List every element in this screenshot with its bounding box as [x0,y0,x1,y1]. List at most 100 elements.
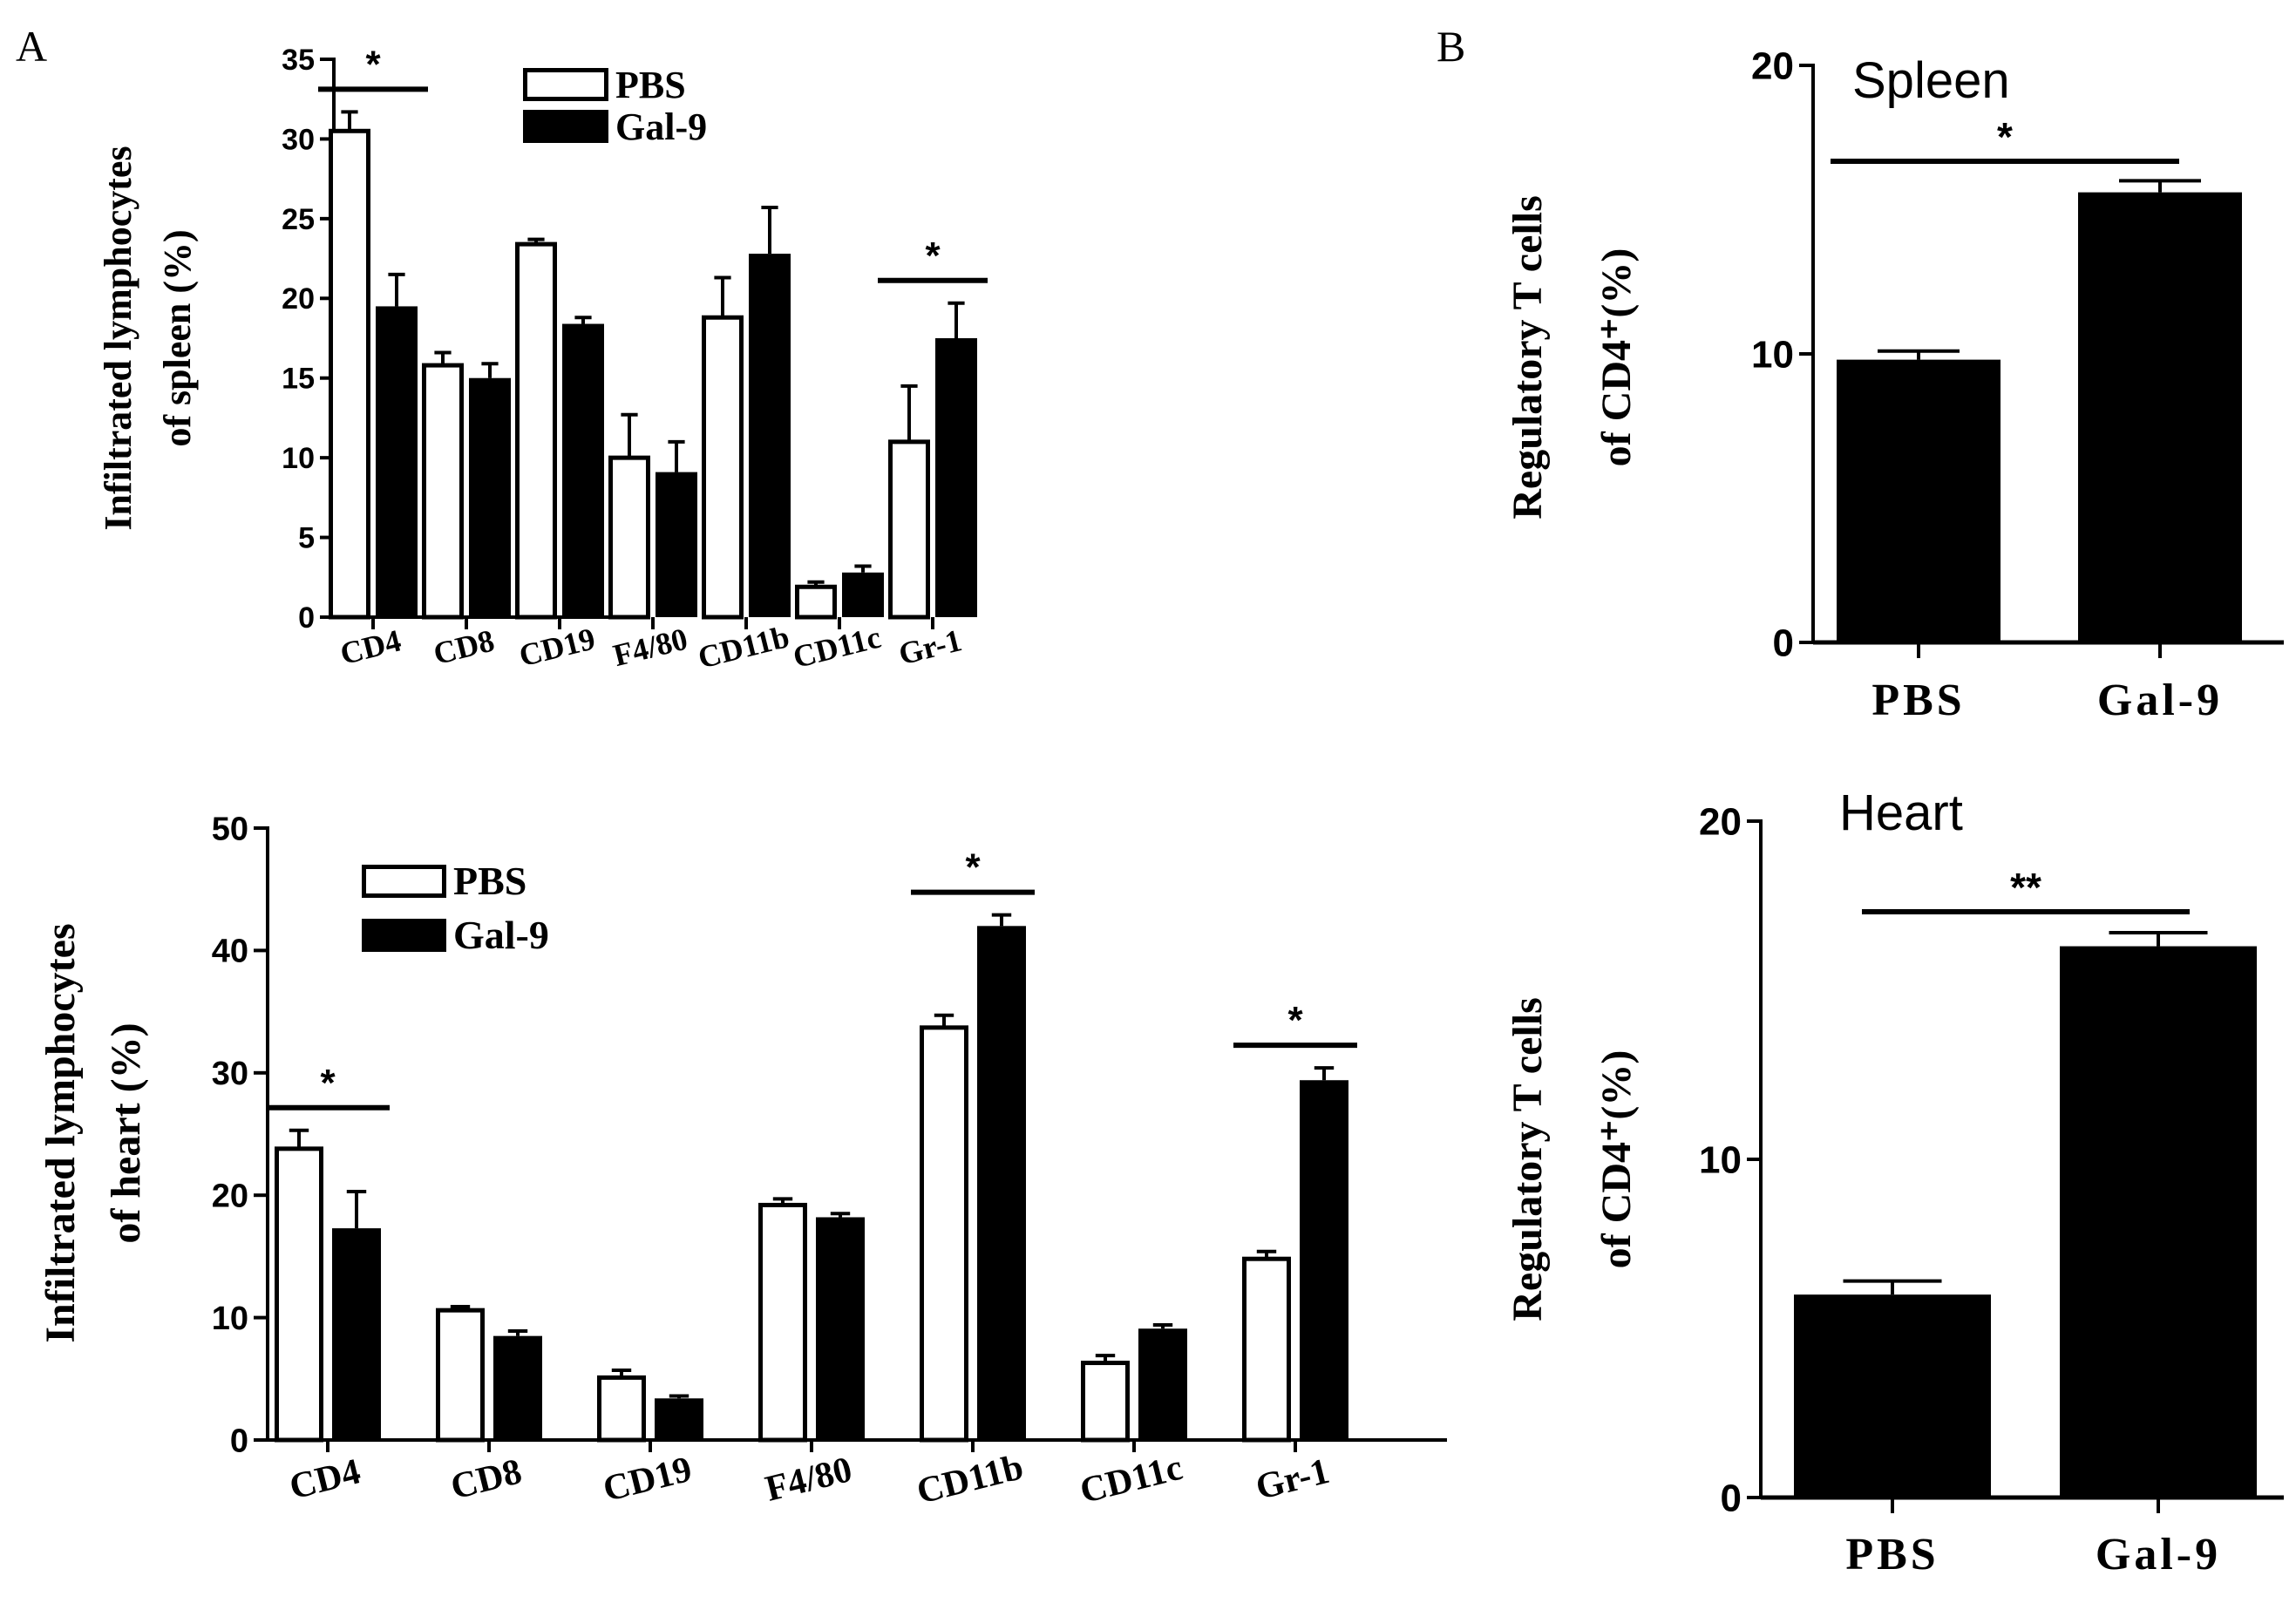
bar-gal-9 [655,1398,703,1440]
x-tick-label: Gr-1 [1252,1451,1333,1508]
bar-gal-9 [816,1217,865,1440]
bar-gal-9 [493,1335,542,1440]
x-tick-label: CD4 [336,622,404,671]
chart-title: Spleen [1852,52,2010,109]
y-tick-label: 25 [282,203,315,236]
bar-gal-9 [2078,192,2242,642]
y-tick-label: 20 [1699,800,1742,843]
y-tick-label: 10 [282,442,315,475]
bar-pbs [608,455,650,620]
bar-pbs [758,1202,807,1443]
y-axis-title: of CD4⁺(%) [1593,1050,1640,1269]
spleen-infiltrate-chart: 0 5 10 15 20 25 30 35 Infiltrated lymphocytes of … [97,43,988,676]
bar-pbs [515,241,557,620]
significance-star: * [925,234,941,277]
x-tick-label: CD4 [286,1451,364,1507]
bar-pbs [329,128,370,620]
y-tick-label: 20 [212,1178,248,1215]
y-axis-title: Regulatory T cells [1505,997,1551,1321]
x-tick-label: CD19 [599,1450,696,1510]
significance-star: ** [2010,865,2041,910]
bar-pbs [920,1025,968,1443]
x-tick-label: F4/80 [610,622,691,674]
y-tick-label: 50 [212,811,248,847]
bar-pbs [597,1375,646,1443]
x-tick-label: CD11c [1077,1448,1187,1511]
bar-gal-9 [376,306,418,617]
y-axis-title: of heart (%) [103,1022,149,1243]
y-tick-label: 0 [298,601,315,635]
bar-pbs [888,439,930,620]
y-tick-label: 10 [212,1301,248,1337]
x-tick-label: CD8 [447,1451,526,1507]
x-tick-label: CD11b [913,1447,1027,1512]
x-tick-label: CD11c [790,620,885,675]
significance-star: * [1287,999,1303,1042]
bar-gal-9 [2060,946,2257,1498]
bar-gal-9 [1138,1328,1187,1440]
significance-star: * [365,43,381,85]
heart-infiltrate-chart: 0 10 20 30 40 50 Infiltrated lymphocytes of hea… [37,811,1447,1512]
bar-gal-9 [469,377,511,617]
y-tick-label: 15 [282,363,315,396]
y-tick-label: 10 [1699,1138,1742,1181]
legend-swatch-gal-9 [523,110,608,143]
y-tick-label: 5 [298,521,315,554]
y-tick-label: 20 [1751,44,1794,87]
y-tick-label: 20 [282,282,315,316]
spleen-treg-chart: 0 10 20 Regulatory T cells of CD4⁺(%) PBS Gal-… [1505,44,2284,725]
bar-pbs [795,584,837,620]
x-tick-label: CD19 [516,621,599,673]
y-tick-label: 30 [212,1056,248,1092]
bar-gal-9 [1300,1080,1348,1440]
bar-pbs [702,315,744,620]
bar-pbs [1242,1256,1291,1443]
x-tick-label: Gal-9 [2096,1530,2221,1579]
bar-gal-9 [842,572,884,617]
bar-gal-9 [562,323,604,617]
bar-pbs [275,1146,323,1443]
bar-pbs [436,1308,485,1443]
x-tick-label: PBS [1845,1530,1939,1579]
legend-label: Gal-9 [615,105,707,148]
y-tick-label: 0 [230,1423,248,1459]
panel-label-a: A [16,22,47,71]
y-tick-label: 35 [282,44,315,77]
y-axis-title: Infiltrated lymphocytes [97,146,139,530]
significance-star: * [320,1062,336,1104]
bar-pbs [422,363,464,620]
legend-swatch-gal-9 [362,919,446,952]
significance-star: * [1997,114,2013,160]
x-tick-label: CD8 [430,622,498,671]
x-tick-label: CD11b [695,619,793,675]
y-axis-title: of spleen (%) [156,229,199,446]
panel-label-b: B [1437,22,1465,71]
x-tick-label: PBS [1871,676,1965,725]
bar-pbs [1794,1294,1991,1498]
legend-swatch-pbs [523,68,608,101]
y-tick-label: 0 [1773,622,1794,664]
chart-title: Heart [1839,785,1963,841]
legend-label: Gal-9 [453,913,549,957]
legend-swatch-pbs [362,865,446,898]
y-tick-label: 10 [1751,333,1794,376]
x-tick-label: F4/80 [762,1450,856,1510]
y-axis-title: Infiltrated lymphocytes [37,923,84,1342]
y-axis-title: Regulatory T cells [1505,195,1551,520]
x-tick-label: Gal-9 [2097,676,2223,725]
heart-treg-chart: 0 10 20 Regulatory T cells of CD4⁺(%) PBS Gal-… [1505,785,2284,1579]
bar-gal-9 [332,1228,381,1440]
bar-gal-9 [656,472,697,617]
y-tick-label: 30 [282,123,315,156]
significance-star: * [965,846,981,889]
bar-gal-9 [935,338,977,617]
y-axis-title: of CD4⁺(%) [1593,248,1640,467]
y-tick-label: 40 [212,934,248,970]
bar-pbs [1837,359,2001,642]
bar-pbs [1081,1361,1130,1443]
bar-gal-9 [977,926,1026,1440]
legend-label: PBS [453,859,526,903]
legend-label: PBS [615,64,686,106]
x-tick-label: Gr-1 [895,622,965,671]
